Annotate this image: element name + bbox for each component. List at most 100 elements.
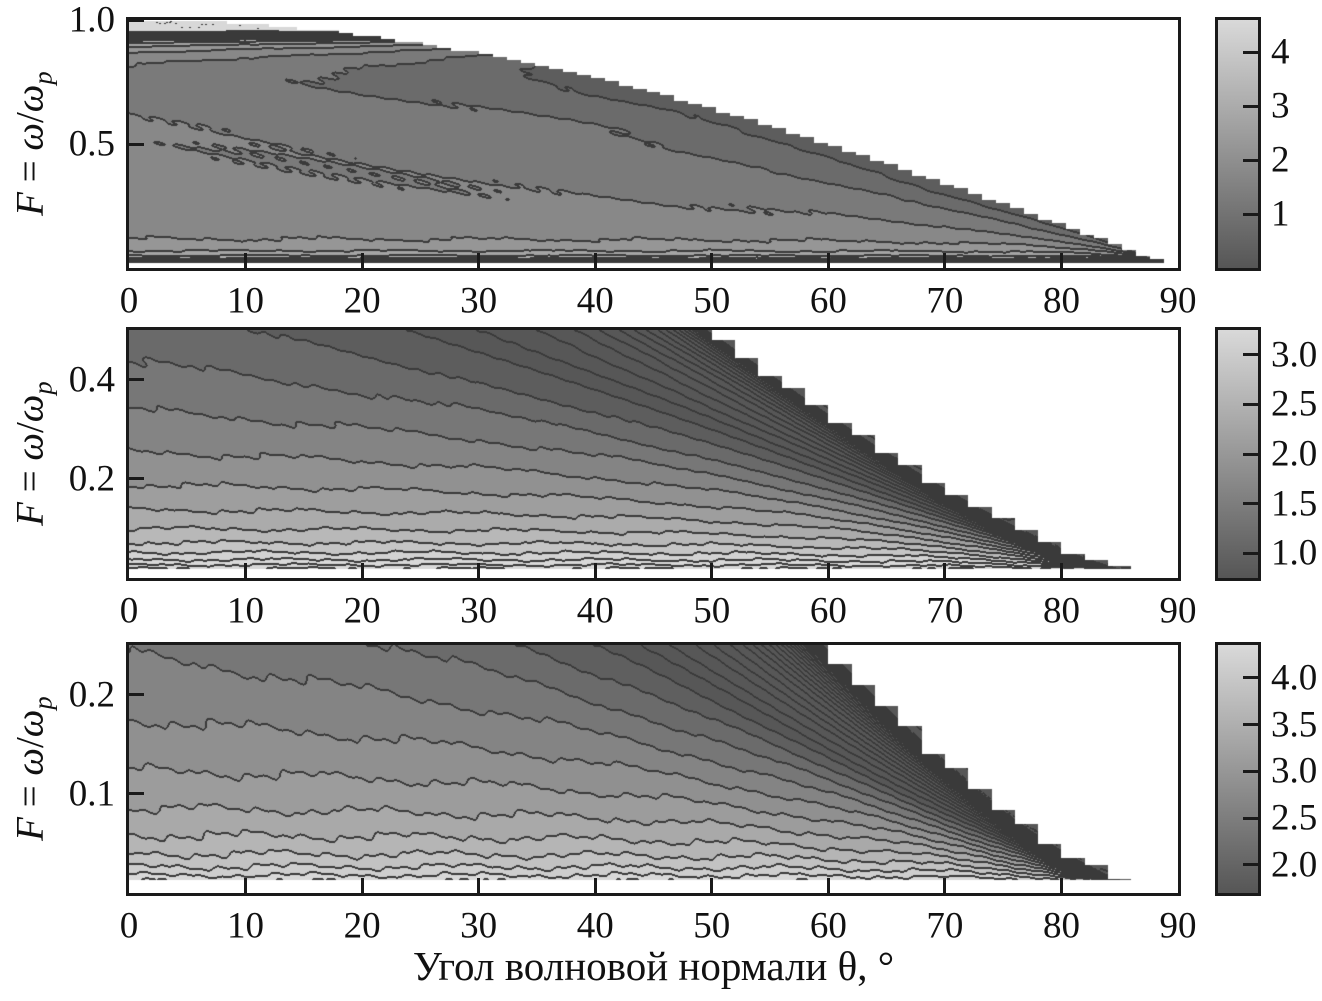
x-tick-label: 80 — [1042, 280, 1080, 322]
y-axis-title-text: F = ω/ωp — [8, 72, 57, 217]
x-tick-mark — [360, 253, 364, 268]
colorbar-tick-label: 4.0 — [1271, 657, 1318, 699]
x-tick-mark — [826, 878, 830, 893]
x-tick-label: 70 — [926, 590, 964, 632]
y-title-part: = — [8, 460, 52, 503]
x-tick-mark — [360, 878, 364, 893]
x-tick-mark — [244, 563, 248, 578]
colorbar-tick-label: 1.0 — [1271, 532, 1318, 574]
y-tick-label: 0.1 — [68, 773, 115, 815]
x-tick-label: 50 — [693, 590, 731, 632]
y-axis-title: F = ω/ωp — [2, 330, 64, 578]
y-title-part: ω — [8, 710, 52, 738]
colorbar-tick-mark — [1243, 769, 1258, 773]
x-tick-mark — [244, 253, 248, 268]
colorbar-tick-mark — [1243, 50, 1258, 54]
y-axis-title-text: F = ω/ωp — [8, 382, 57, 527]
y-title-part: F — [8, 192, 52, 217]
y-tick-label: 0.5 — [68, 123, 115, 165]
x-tick-mark — [826, 563, 830, 578]
x-tick-mark — [593, 253, 597, 268]
colorbar-tick-mark — [1243, 452, 1258, 456]
colorbar-tick-label: 3.0 — [1271, 334, 1318, 376]
x-tick-label: 0 — [119, 590, 139, 632]
x-tick-mark — [477, 253, 481, 268]
x-tick-label: 90 — [1159, 590, 1197, 632]
y-title-subscript: p — [27, 382, 57, 395]
contour-panel-1 — [126, 17, 1181, 271]
x-tick-mark — [1059, 878, 1063, 893]
y-tick-label: 0.2 — [68, 458, 115, 500]
colorbar-tick-label: 2.5 — [1271, 383, 1318, 425]
x-tick-label: 70 — [926, 905, 964, 947]
x-tick-label: 30 — [460, 590, 498, 632]
colorbar-tick-label: 1.5 — [1271, 483, 1318, 525]
contour-canvas-2 — [129, 330, 1178, 578]
x-tick-label: 30 — [460, 905, 498, 947]
contour-canvas-3 — [129, 645, 1178, 893]
y-axis-title: F = ω/ωp — [2, 20, 64, 268]
colorbar-tick-label: 3.5 — [1271, 704, 1318, 746]
y-title-part: F — [8, 502, 52, 527]
y-axis-title-text: F = ω/ωp — [8, 697, 57, 842]
colorbar-gradient — [1218, 20, 1258, 268]
x-tick-label: 70 — [926, 280, 964, 322]
x-tick-mark — [943, 878, 947, 893]
x-tick-label: 60 — [809, 905, 847, 947]
y-tick-label: 0.2 — [68, 674, 115, 716]
contour-canvas-1 — [129, 20, 1178, 268]
y-title-subscript: p — [27, 697, 57, 710]
contour-panel-2 — [126, 327, 1181, 581]
x-tick-label: 60 — [809, 280, 847, 322]
x-tick-label: 40 — [576, 590, 614, 632]
x-tick-label: 50 — [693, 280, 731, 322]
y-tick-mark — [129, 792, 144, 796]
y-title-part: / — [8, 112, 52, 124]
x-tick-mark — [1059, 253, 1063, 268]
colorbar-3 — [1215, 642, 1261, 896]
x-tick-label: 20 — [343, 905, 381, 947]
x-tick-mark — [943, 253, 947, 268]
colorbar-tick-mark — [1243, 402, 1258, 406]
x-tick-mark — [710, 253, 714, 268]
colorbar-tick-label: 3 — [1271, 85, 1290, 127]
y-title-part: ω — [8, 433, 52, 461]
x-tick-label: 80 — [1042, 905, 1080, 947]
colorbar-tick-label: 2.0 — [1271, 844, 1318, 886]
x-tick-mark — [477, 878, 481, 893]
colorbar-tick-mark — [1243, 676, 1258, 680]
y-title-part: p — [27, 696, 58, 710]
y-title-part: ω — [8, 85, 52, 113]
y-title-subscript: p — [27, 72, 57, 85]
colorbar-tick-mark — [1243, 353, 1258, 357]
x-tick-label: 20 — [343, 280, 381, 322]
x-tick-label: 0 — [119, 905, 139, 947]
y-tick-label: 1.0 — [68, 0, 115, 41]
x-tick-label: 0 — [119, 280, 139, 322]
y-axis-title: F = ω/ωp — [2, 645, 64, 893]
colorbar-tick-mark — [1243, 863, 1258, 867]
colorbar-tick-label: 2.0 — [1271, 433, 1318, 475]
x-tick-mark — [593, 563, 597, 578]
x-tick-label: 40 — [576, 905, 614, 947]
x-tick-mark — [477, 563, 481, 578]
y-title-part: p — [27, 71, 58, 85]
colorbar-tick-mark — [1243, 104, 1258, 108]
x-tick-mark — [1059, 563, 1063, 578]
colorbar-tick-mark — [1243, 212, 1258, 216]
y-tick-mark — [129, 378, 144, 382]
y-tick-mark — [129, 142, 144, 146]
y-title-part: ω — [8, 395, 52, 423]
y-title-part: = — [8, 150, 52, 193]
y-title-part: / — [8, 422, 52, 434]
y-title-part: p — [27, 381, 58, 395]
colorbar-tick-label: 2.5 — [1271, 797, 1318, 839]
x-tick-label: 80 — [1042, 590, 1080, 632]
colorbar-tick-mark — [1243, 723, 1258, 727]
x-tick-label: 30 — [460, 280, 498, 322]
x-tick-mark — [244, 878, 248, 893]
x-tick-label: 10 — [227, 905, 265, 947]
colorbar-tick-label: 4 — [1271, 31, 1290, 73]
colorbar-tick-mark — [1243, 816, 1258, 820]
x-tick-label: 50 — [693, 905, 731, 947]
